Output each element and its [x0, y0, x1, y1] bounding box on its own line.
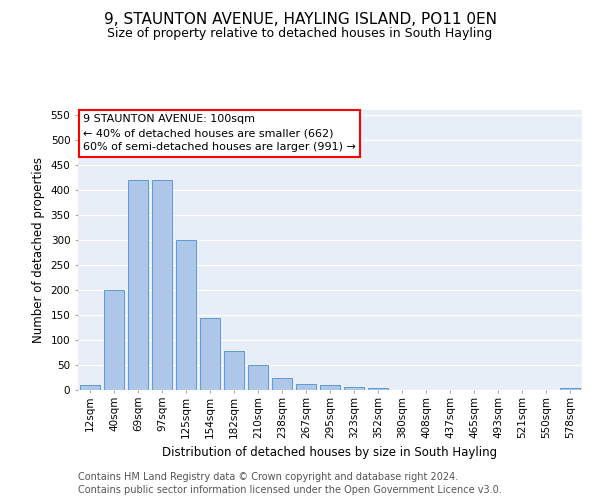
Y-axis label: Number of detached properties: Number of detached properties [32, 157, 45, 343]
Bar [296, 384, 316, 390]
Bar [320, 385, 340, 390]
Text: Size of property relative to detached houses in South Hayling: Size of property relative to detached ho… [107, 28, 493, 40]
Bar [176, 240, 196, 390]
Bar [152, 180, 172, 390]
Text: 9 STAUNTON AVENUE: 100sqm
← 40% of detached houses are smaller (662)
60% of semi: 9 STAUNTON AVENUE: 100sqm ← 40% of detac… [83, 114, 356, 152]
Bar [560, 388, 580, 390]
Bar [344, 386, 364, 390]
Text: Contains HM Land Registry data © Crown copyright and database right 2024.: Contains HM Land Registry data © Crown c… [78, 472, 458, 482]
Bar [272, 378, 292, 390]
Bar [200, 318, 220, 390]
Text: Contains public sector information licensed under the Open Government Licence v3: Contains public sector information licen… [78, 485, 502, 495]
Bar [80, 385, 100, 390]
Bar [224, 351, 244, 390]
X-axis label: Distribution of detached houses by size in South Hayling: Distribution of detached houses by size … [163, 446, 497, 459]
Bar [104, 290, 124, 390]
Text: 9, STAUNTON AVENUE, HAYLING ISLAND, PO11 0EN: 9, STAUNTON AVENUE, HAYLING ISLAND, PO11… [104, 12, 497, 28]
Bar [248, 365, 268, 390]
Bar [368, 388, 388, 390]
Bar [128, 180, 148, 390]
